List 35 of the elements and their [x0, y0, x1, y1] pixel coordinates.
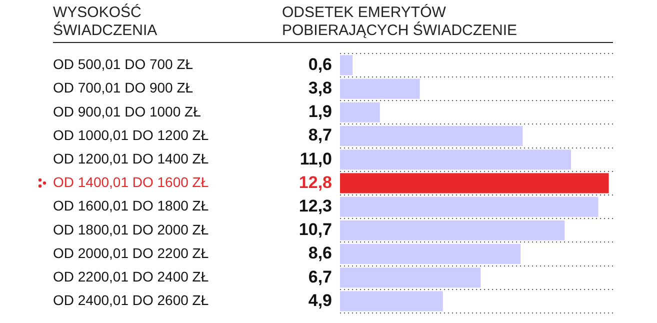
- data-label: 6,7: [308, 267, 332, 286]
- bar: [340, 268, 481, 288]
- bar: [340, 102, 380, 122]
- y-tick-label: OD 2200,01 DO 2400 ZŁ: [53, 268, 209, 284]
- y-tick-label: OD 1800,01 DO 2000 ZŁ: [53, 221, 209, 238]
- y-tick-label: OD 1400,01 DO 1600 ZŁ: [53, 174, 209, 190]
- data-label: 8,6: [308, 244, 332, 263]
- data-label: 8,7: [308, 126, 332, 145]
- data-label: 10,7: [298, 220, 332, 240]
- y-tick-label: OD 900,01 DO 1000 ZŁ: [53, 103, 202, 120]
- bar: [340, 55, 353, 76]
- data-label: 0,6: [308, 54, 332, 74]
- y-tick-label: OD 1000,01 DO 1200 ZŁ: [53, 126, 209, 143]
- data-label: 4,9: [308, 290, 332, 310]
- y-tick-label: OD 1200,01 DO 1400 ZŁ: [53, 150, 209, 166]
- data-label: 12,8: [298, 172, 332, 192]
- data-label: 3,8: [308, 78, 332, 98]
- y-tick-label: OD 2400,01 DO 2600 ZŁ: [53, 292, 209, 308]
- bar: [340, 173, 609, 194]
- y-tick-label: OD 500,01 DO 700 ZŁ: [53, 56, 194, 72]
- bar: [340, 291, 443, 312]
- y-tick-label: OD 2000,01 DO 2200 ZŁ: [53, 244, 209, 261]
- x-axis-title: ODSETEK EMERYTÓW POBIERAJĄCYCH ŚWIADCZENIE: [282, 4, 518, 40]
- data-label: 1,9: [308, 102, 332, 122]
- bar: [340, 220, 565, 240]
- bar: [340, 126, 523, 146]
- bar: [340, 78, 420, 99]
- bar: [340, 196, 598, 217]
- y-tick-label: OD 700,01 DO 900 ZŁ: [53, 80, 194, 96]
- bar: [340, 150, 571, 170]
- bar: [340, 244, 521, 264]
- data-label: 11,0: [300, 149, 332, 168]
- y-tick-label: OD 1600,01 DO 1800 ZŁ: [53, 198, 209, 214]
- y-axis-title: WYSOKOŚĆ ŚWIADCZENIA: [53, 4, 158, 40]
- data-label: 12,3: [298, 196, 332, 216]
